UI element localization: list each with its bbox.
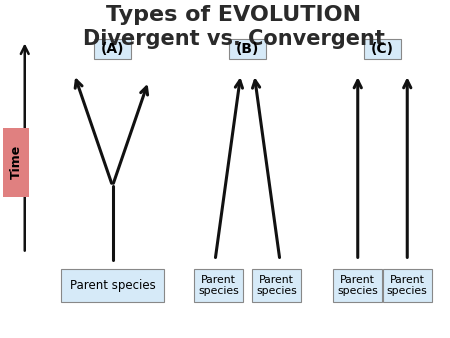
Text: Parent
species: Parent species xyxy=(198,275,238,296)
Text: Parent species: Parent species xyxy=(70,279,155,292)
Text: Parent
species: Parent species xyxy=(338,275,378,296)
FancyBboxPatch shape xyxy=(252,269,301,302)
FancyBboxPatch shape xyxy=(364,39,401,59)
Text: Parent
species: Parent species xyxy=(387,275,428,296)
FancyBboxPatch shape xyxy=(61,269,164,302)
Text: (C): (C) xyxy=(371,42,394,56)
FancyBboxPatch shape xyxy=(194,269,243,302)
FancyBboxPatch shape xyxy=(229,39,266,59)
FancyBboxPatch shape xyxy=(383,269,432,302)
Text: (A): (A) xyxy=(101,42,124,56)
Text: Parent
species: Parent species xyxy=(256,275,297,296)
Text: Types of EVOLUTION: Types of EVOLUTION xyxy=(107,5,361,25)
Text: Divergent vs. Convergent: Divergent vs. Convergent xyxy=(83,29,385,49)
Text: (B): (B) xyxy=(236,42,259,56)
FancyBboxPatch shape xyxy=(3,128,29,197)
FancyBboxPatch shape xyxy=(94,39,131,59)
FancyBboxPatch shape xyxy=(333,269,382,302)
Text: Time: Time xyxy=(9,145,22,179)
